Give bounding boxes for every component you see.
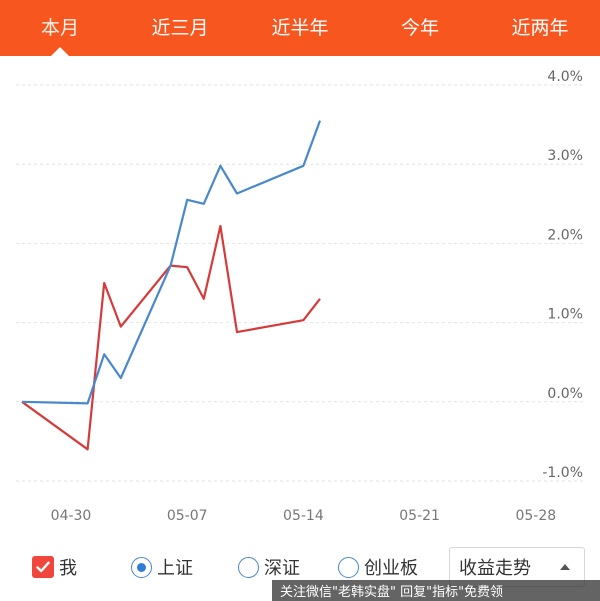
series-line-上证 bbox=[21, 120, 322, 405]
x-axis-ticks: 04-30 05-07 05-14 05-21 05-28 bbox=[51, 508, 556, 524]
legend-item-shanghai[interactable]: 上证 bbox=[131, 552, 193, 582]
y-tick-label: 4.0% bbox=[547, 69, 583, 85]
watermark-banner: 关注微信"老韩实盘" 回复"指标"免费领 bbox=[272, 580, 600, 601]
radio-unselected-icon[interactable] bbox=[338, 556, 359, 578]
y-tick-label: 1.0% bbox=[547, 307, 583, 323]
legend-item-me[interactable]: 我 bbox=[32, 552, 77, 582]
legend-bar: 我 上证 深证 创业板 收益走势 bbox=[0, 540, 600, 601]
y-axis-ticks: 4.0% 3.0% 2.0% 1.0% 0.0% -1.0% bbox=[542, 69, 583, 481]
caret-up-icon bbox=[560, 564, 570, 570]
y-tick-label: 2.0% bbox=[547, 227, 583, 243]
legend-label-shanghai: 上证 bbox=[157, 558, 193, 579]
legend-item-shenzhen[interactable]: 深证 bbox=[238, 552, 300, 582]
y-tick-label: -1.0% bbox=[542, 465, 583, 481]
radio-unselected-icon[interactable] bbox=[238, 556, 259, 578]
tab-this-year[interactable]: 今年 bbox=[400, 16, 439, 39]
y-tick-label: 3.0% bbox=[547, 148, 583, 164]
x-tick-label: 04-30 bbox=[51, 508, 92, 524]
x-tick-label: 05-21 bbox=[399, 508, 440, 524]
checkbox-checked-icon[interactable] bbox=[32, 556, 54, 578]
x-tick-label: 05-07 bbox=[167, 508, 208, 524]
tab-half-year[interactable]: 近半年 bbox=[271, 16, 329, 39]
period-tab-bar: 本月 近三月 近半年 今年 近两年 bbox=[0, 0, 600, 56]
tab-three-months[interactable]: 近三月 bbox=[151, 16, 209, 39]
returns-chart: 4.0% 3.0% 2.0% 1.0% 0.0% -1.0% 04-30 05-07 05-1… bbox=[16, 69, 586, 524]
y-tick-label: 0.0% bbox=[547, 386, 583, 402]
legend-item-chinext[interactable]: 创业板 bbox=[338, 552, 418, 582]
x-tick-label: 05-28 bbox=[515, 508, 556, 524]
active-tab-caret bbox=[51, 47, 69, 56]
x-tick-label: 05-14 bbox=[283, 508, 324, 524]
series-lines bbox=[21, 120, 322, 451]
radio-selected-icon[interactable] bbox=[131, 556, 152, 578]
chart-type-select-label: 收益走势 bbox=[459, 558, 531, 579]
chart-grid bbox=[16, 84, 586, 482]
series-line-我 bbox=[21, 224, 321, 451]
tab-two-years[interactable]: 近两年 bbox=[511, 16, 569, 39]
legend-label-chinext: 创业板 bbox=[364, 558, 418, 579]
legend-label-me: 我 bbox=[59, 558, 77, 579]
tab-this-month[interactable]: 本月 bbox=[40, 16, 79, 39]
legend-label-shenzhen: 深证 bbox=[264, 558, 300, 579]
